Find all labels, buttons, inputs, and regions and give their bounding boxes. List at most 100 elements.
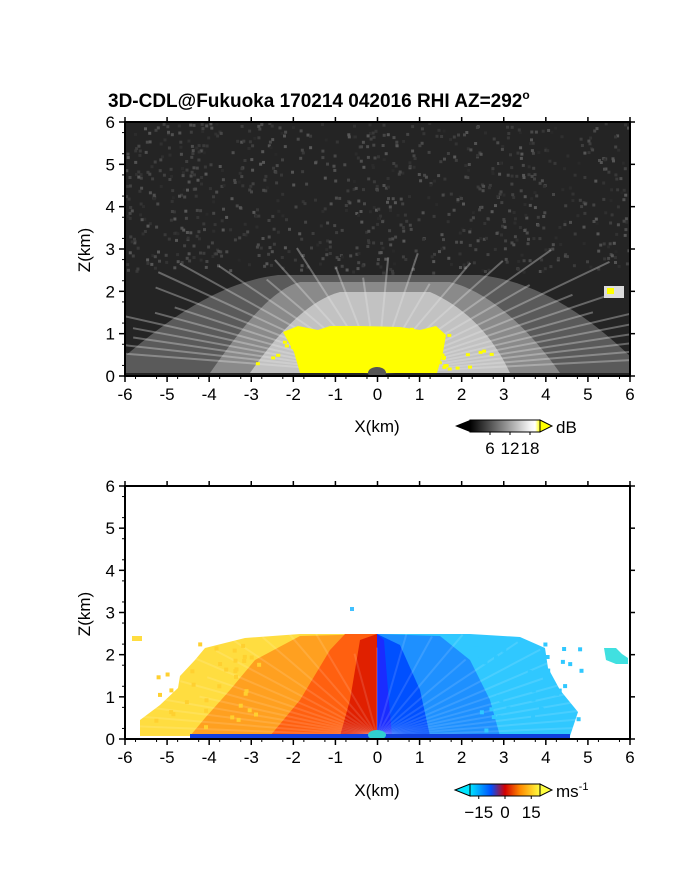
noise-pixel [510, 174, 514, 178]
noise-pixel [566, 154, 570, 158]
noise-pixel [583, 211, 587, 215]
velocity-pixel [230, 715, 235, 720]
noise-pixel [478, 187, 482, 191]
noise-pixel [129, 235, 133, 239]
intensity-axes: -6 -5 -4 -3 -2 -1 0 1 2 3 4 5 6 0 1 2 3 4 5 6 [106, 113, 635, 404]
noise-pixel [542, 215, 546, 218]
saturated-pixel [387, 347, 392, 351]
noise-pixel [443, 157, 446, 161]
saturated-pixel [437, 347, 442, 350]
noise-pixel [209, 163, 213, 167]
noise-pixel [564, 204, 568, 208]
noise-pixel [401, 255, 405, 259]
y-tick-label: 5 [106, 519, 115, 538]
noise-pixel [533, 191, 537, 195]
noise-pixel [478, 208, 482, 212]
noise-pixel [560, 135, 564, 139]
noise-pixel [138, 153, 142, 157]
noise-pixel [543, 267, 547, 271]
noise-pixel [398, 170, 402, 174]
noise-pixel [393, 262, 397, 266]
noise-pixel [483, 222, 487, 225]
noise-pixel [138, 189, 142, 193]
noise-pixel [212, 229, 216, 233]
noise-pixel [432, 271, 436, 275]
noise-pixel [164, 253, 168, 257]
noise-pixel [219, 250, 223, 254]
noise-pixel [274, 152, 278, 156]
noise-pixel [502, 218, 506, 221]
noise-pixel [316, 243, 320, 247]
noise-pixel [518, 226, 522, 229]
saturated-pixel [447, 333, 452, 337]
saturated-pixel [440, 353, 445, 357]
noise-pixel [442, 238, 445, 242]
noise-pixel [610, 188, 614, 192]
velocity-pixel [474, 642, 479, 647]
noise-pixel [359, 210, 363, 213]
noise-pixel [128, 216, 132, 220]
noise-pixel [347, 178, 350, 182]
noise-pixel [439, 160, 443, 164]
noise-pixel [408, 195, 411, 199]
noise-pixel [281, 266, 285, 270]
noise-pixel [301, 151, 305, 155]
noise-pixel [382, 184, 386, 187]
noise-pixel [602, 181, 606, 185]
velocity-pixel [169, 688, 174, 693]
noise-pixel [134, 160, 138, 164]
noise-pixel [482, 184, 486, 188]
noise-pixel [548, 248, 552, 251]
velocity-pixel [243, 691, 248, 696]
noise-pixel [301, 254, 305, 257]
noise-pixel [246, 230, 250, 234]
noise-pixel [417, 173, 421, 176]
noise-pixel [379, 251, 383, 255]
noise-pixel [180, 193, 184, 197]
noise-pixel [251, 182, 255, 186]
noise-pixel [486, 253, 490, 257]
noise-pixel [491, 170, 495, 173]
noise-pixel [349, 254, 353, 258]
x-tick-label: -5 [160, 385, 175, 404]
noise-pixel [430, 255, 434, 259]
x-tick-label: 3 [499, 748, 508, 767]
noise-pixel [386, 200, 389, 204]
noise-pixel [181, 171, 185, 175]
noise-pixel [376, 217, 380, 221]
colorbar-arrow-left [455, 420, 470, 432]
saturated-pixel [317, 350, 321, 354]
velocity-pixel [217, 684, 222, 689]
noise-pixel [429, 183, 433, 187]
noise-pixel [182, 188, 186, 192]
noise-pixel [492, 137, 496, 141]
saturated-pixel [310, 367, 315, 371]
noise-pixel [150, 165, 154, 169]
noise-pixel [604, 122, 608, 126]
noise-pixel [498, 192, 502, 196]
noise-pixel [183, 195, 187, 199]
velocity-pixel [474, 646, 479, 651]
noise-pixel [573, 173, 577, 177]
noise-pixel [504, 257, 508, 261]
noise-pixel [233, 181, 237, 184]
noise-pixel [225, 215, 229, 219]
noise-pixel [381, 246, 385, 250]
noise-pixel [614, 135, 617, 139]
saturated-pixel [396, 337, 400, 341]
noise-pixel [345, 268, 349, 272]
colorbar-ticks: −15 0 15 [464, 796, 541, 822]
noise-pixel [391, 269, 394, 273]
noise-pixel [399, 223, 403, 227]
saturated-pixel [351, 345, 356, 349]
noise-pixel [192, 166, 196, 170]
noise-pixel [368, 123, 372, 127]
noise-pixel [281, 214, 285, 218]
noise-pixel [395, 144, 399, 148]
noise-pixel [576, 214, 580, 218]
noise-pixel [311, 232, 315, 235]
noise-pixel [535, 194, 539, 198]
noise-pixel [329, 202, 333, 206]
noise-pixel [165, 260, 169, 264]
